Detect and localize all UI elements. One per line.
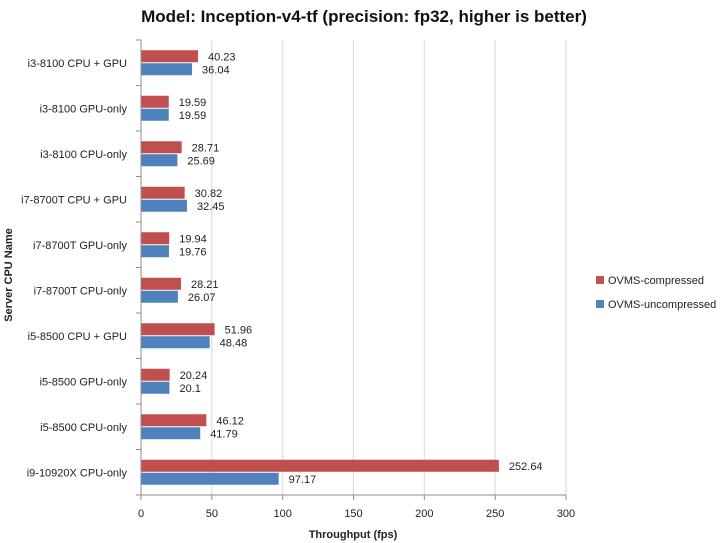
bar-ovms-compressed	[141, 141, 182, 154]
x-tick-label: 50	[206, 508, 218, 520]
bar-ovms-compressed	[141, 459, 499, 472]
bar-ovms-uncompressed	[141, 336, 210, 349]
x-tick-label: 200	[415, 508, 433, 520]
data-label: 252.64	[509, 461, 543, 473]
category-label: i5-8500 CPU-only	[40, 422, 127, 434]
category-label: i9-10920X CPU-only	[27, 467, 128, 479]
x-axis-title: Throughput (fps)	[309, 529, 398, 541]
x-tick-label: 300	[557, 508, 575, 520]
bar-ovms-uncompressed	[141, 472, 279, 485]
data-label: 19.94	[179, 233, 207, 245]
category-label: i7-8700T CPU + GPU	[21, 194, 127, 206]
data-label: 40.23	[208, 51, 236, 63]
bar-ovms-uncompressed	[141, 245, 169, 258]
data-label: 25.69	[187, 155, 215, 167]
legend-swatch	[596, 300, 604, 308]
x-tick-label: 150	[344, 508, 362, 520]
data-label: 51.96	[225, 324, 253, 336]
chart-title: Model: Inception-v4-tf (precision: fp32,…	[141, 7, 587, 26]
axes	[136, 39, 567, 500]
data-label: 19.76	[179, 246, 207, 258]
data-label: 46.12	[216, 415, 244, 427]
data-label: 19.59	[179, 110, 207, 122]
category-label: i7-8700T CPU-only	[34, 285, 128, 297]
bar-ovms-compressed	[141, 50, 198, 63]
data-label: 97.17	[289, 474, 317, 486]
category-label: i5-8500 CPU + GPU	[28, 331, 127, 343]
y-axis-title: Server CPU Name	[3, 228, 15, 322]
x-tick-label: 100	[273, 508, 291, 520]
legend: OVMS-compressed OVMS-uncompressed	[596, 275, 716, 311]
legend-label: OVMS-compressed	[608, 275, 704, 287]
data-label: 28.21	[191, 279, 219, 291]
data-label: 20.1	[179, 383, 200, 395]
data-label: 19.59	[179, 97, 207, 109]
data-label: 20.24	[180, 370, 208, 382]
data-label: 48.48	[220, 337, 248, 349]
bar-ovms-uncompressed	[141, 199, 187, 212]
bar-ovms-compressed	[141, 323, 215, 336]
bar-ovms-uncompressed	[141, 108, 169, 121]
category-label: i3-8100 CPU-only	[40, 149, 127, 161]
category-labels: i3-8100 CPU + GPU i3-8100 GPU-only i3-8100…	[21, 58, 127, 480]
data-label: 28.71	[192, 142, 220, 154]
data-label: 26.07	[188, 292, 216, 304]
bar-ovms-compressed	[141, 277, 181, 290]
bar-ovms-uncompressed	[141, 63, 193, 76]
x-tick-labels: 0 50 100 150 200 250 300	[138, 508, 575, 520]
x-tick-label: 0	[138, 508, 144, 520]
legend-label: OVMS-uncompressed	[608, 299, 716, 311]
bars	[141, 50, 499, 485]
category-label: i3-8100 GPU-only	[40, 103, 128, 115]
data-label: 30.82	[195, 188, 223, 200]
category-label: i3-8100 CPU + GPU	[28, 58, 127, 70]
bar-ovms-compressed	[141, 414, 207, 427]
bar-ovms-compressed	[141, 232, 170, 245]
bar-ovms-uncompressed	[141, 381, 170, 394]
bar-ovms-uncompressed	[141, 154, 178, 167]
data-label: 32.45	[197, 201, 225, 213]
category-label: i7-8700T GPU-only	[33, 240, 127, 252]
bar-ovms-compressed	[141, 368, 170, 381]
legend-swatch	[596, 276, 604, 284]
gridlines	[211, 40, 567, 495]
bar-ovms-uncompressed	[141, 290, 178, 303]
bar-ovms-uncompressed	[141, 427, 201, 440]
bar-ovms-compressed	[141, 186, 185, 199]
data-label: 36.04	[202, 64, 230, 76]
bar-ovms-compressed	[141, 95, 169, 108]
x-tick-label: 250	[486, 508, 504, 520]
data-label: 41.79	[210, 428, 238, 440]
category-label: i5-8500 GPU-only	[40, 376, 128, 388]
